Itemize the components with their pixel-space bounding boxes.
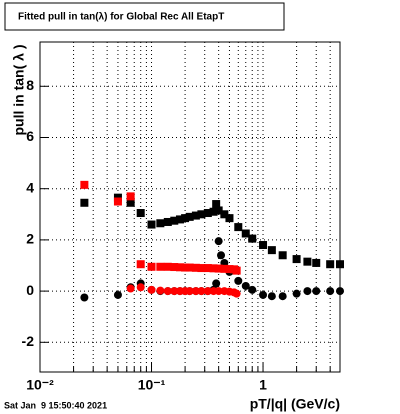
marker [217, 251, 226, 260]
marker [156, 262, 165, 271]
marker [197, 210, 206, 219]
marker [209, 264, 218, 273]
marker [175, 215, 184, 224]
marker [278, 251, 287, 260]
marker [136, 283, 145, 292]
marker [220, 264, 229, 273]
marker [292, 289, 301, 298]
x-tick-label: 1 [259, 377, 267, 393]
marker [126, 198, 135, 207]
title-box [4, 2, 285, 31]
y-tick-label: 6 [26, 128, 34, 144]
marker [214, 287, 223, 296]
marker [185, 212, 194, 221]
marker [336, 260, 344, 269]
marker [191, 287, 200, 296]
marker [170, 216, 179, 225]
x-axis-label: pT/|q| (GeV/c) [250, 396, 340, 412]
marker [126, 192, 135, 201]
marker [234, 223, 243, 232]
marker [80, 293, 89, 302]
marker [326, 287, 335, 296]
marker [185, 263, 194, 272]
marker [214, 264, 223, 273]
y-tick-label: 0 [26, 282, 34, 298]
marker [156, 286, 165, 295]
marker [163, 217, 172, 226]
marker [147, 262, 156, 271]
marker [259, 290, 268, 299]
y-tick-label: 2 [26, 231, 34, 247]
marker [136, 209, 145, 218]
marker [170, 263, 179, 272]
marker [241, 229, 250, 238]
marker [191, 211, 200, 220]
marker [163, 287, 172, 296]
marker [248, 234, 257, 243]
marker [175, 263, 184, 272]
marker [113, 290, 122, 299]
marker [80, 198, 89, 207]
marker [267, 292, 276, 301]
y-tick-label: 4 [26, 179, 34, 195]
x-tick-label: 10⁻¹ [138, 377, 166, 393]
marker [303, 257, 312, 266]
marker [212, 200, 221, 209]
marker [203, 209, 212, 218]
marker [147, 220, 156, 229]
marker [326, 260, 335, 269]
marker [191, 263, 200, 272]
marker [214, 237, 223, 246]
marker [126, 284, 135, 293]
marker [181, 214, 190, 223]
marker [203, 287, 212, 296]
marker [234, 276, 243, 285]
marker [232, 266, 241, 275]
marker [232, 289, 241, 298]
marker [156, 219, 165, 228]
marker [163, 262, 172, 271]
marker [136, 260, 145, 269]
marker [259, 241, 268, 250]
frame [39, 41, 341, 373]
marker [113, 197, 122, 206]
marker [225, 265, 234, 274]
marker [292, 255, 301, 264]
marker [220, 210, 229, 219]
marker [181, 263, 190, 272]
marker [241, 281, 250, 290]
x-tick-label: 10⁻² [26, 377, 54, 393]
marker [209, 207, 218, 216]
y-axis-label: pull in tan( λ ) [11, 45, 27, 136]
marker [203, 264, 212, 273]
marker [278, 292, 287, 301]
marker [267, 246, 276, 255]
marker [225, 214, 234, 223]
marker [248, 285, 257, 294]
marker [197, 264, 206, 273]
marker [197, 287, 206, 296]
marker [312, 258, 321, 267]
marker [185, 287, 194, 296]
marker [80, 180, 89, 189]
marker [303, 287, 312, 296]
marker [312, 287, 321, 296]
marker [170, 287, 179, 296]
y-tick-label: -2 [22, 333, 35, 349]
footer: Sat Jan 9 15:50:40 2021 [4, 400, 107, 410]
marker [212, 279, 221, 288]
chart-title: Fitted pull in tan(λ) for Global Rec All… [18, 12, 224, 23]
marker [214, 206, 223, 215]
marker [336, 287, 344, 296]
y-tick-label: 8 [26, 77, 34, 93]
marker [147, 285, 156, 294]
